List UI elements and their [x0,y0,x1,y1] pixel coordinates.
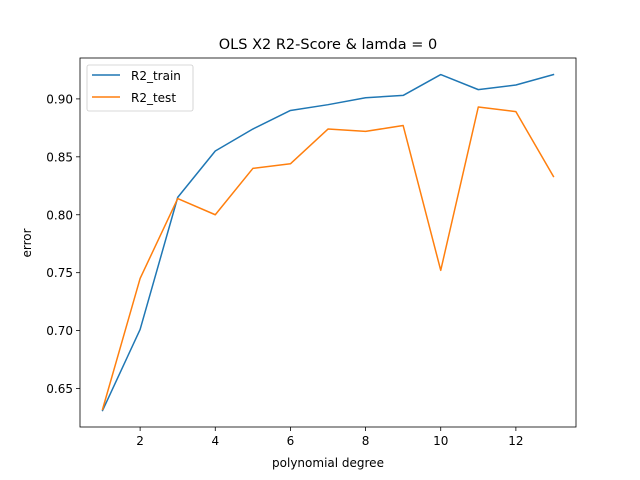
series-layer [101,73,555,412]
x-axis-label: polynomial degree [272,456,384,470]
x-tick-label: 10 [433,434,448,448]
legend-label-r2-test: R2_test [131,91,176,105]
y-tick-label: 0.85 [46,150,73,164]
y-axis-label: error [20,228,34,257]
y-tick-label: 0.65 [46,382,73,396]
series-line-r2-test [101,106,555,411]
series-line-r2-train [101,73,555,412]
x-tick-label: 6 [287,434,295,448]
x-tick-label: 12 [508,434,523,448]
x-tick-label: 8 [362,434,370,448]
axes-frame [79,57,577,428]
y-tick-label: 0.75 [46,266,73,280]
y-tick-label: 0.90 [46,92,73,106]
x-tick-label: 4 [211,434,219,448]
x-tick-label: 2 [136,434,144,448]
x-axis-ticks: 2 4 6 8 10 12 [136,427,524,448]
y-tick-label: 0.80 [46,208,73,222]
y-tick-label: 0.70 [46,324,73,338]
legend-box [86,64,194,112]
legend: R2_train R2_test [86,64,194,112]
chart-title: OLS X2 R2-Score & lamda = 0 [219,37,437,53]
legend-label-r2-train: R2_train [131,69,181,83]
y-axis-ticks: 0.65 0.70 0.75 0.80 0.85 0.90 [46,92,80,396]
